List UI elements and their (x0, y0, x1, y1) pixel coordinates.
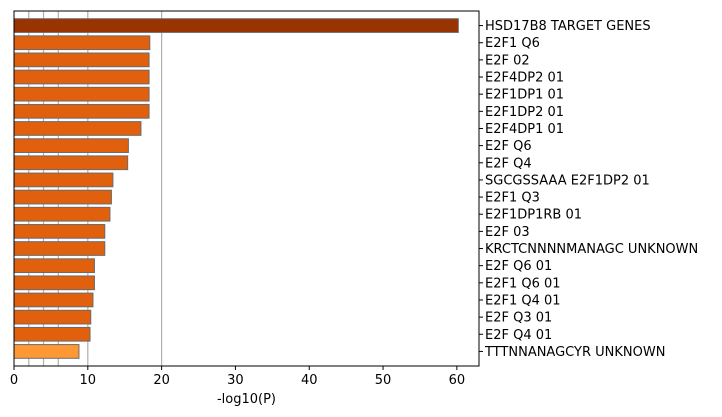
x-tick-label-5: 50 (375, 373, 392, 388)
category-label-6: E2F4DP1 01 (485, 122, 564, 137)
category-label-4: E2F1DP1 01 (485, 88, 564, 103)
bar-4 (13, 86, 150, 102)
x-axis-ticks: 0 10 20 30 40 50 60 (10, 366, 465, 388)
category-label-17: E2F Q3 01 (485, 311, 552, 326)
x-tick-label-1: 10 (80, 373, 97, 388)
category-labels: HSD17B8 TARGET GENES E2F1 Q6 E2F 02 E2F4DP2… (479, 19, 698, 360)
category-label-0: HSD17B8 TARGET GENES (485, 19, 651, 34)
bars (13, 18, 459, 359)
bar-18 (13, 326, 91, 342)
bar-19 (13, 344, 80, 359)
bar-11 (13, 206, 111, 222)
bar-9 (13, 172, 114, 188)
category-label-2: E2F 02 (485, 53, 530, 68)
category-label-5: E2F1DP2 01 (485, 105, 564, 120)
bar-0 (13, 18, 459, 33)
bar-5 (13, 103, 150, 119)
bar-17 (13, 309, 92, 325)
category-label-11: E2F1DP1RB 01 (485, 208, 582, 223)
bar-14 (13, 258, 95, 274)
category-label-19: TTTNNANAGCYR UNKNOWN (484, 345, 665, 360)
bar-10 (13, 189, 112, 205)
x-tick-label-4: 40 (301, 373, 318, 388)
plot-frame (13, 10, 480, 367)
bar-1 (13, 35, 151, 51)
category-label-16: E2F1 Q4 01 (485, 293, 561, 308)
category-label-3: E2F4DP2 01 (485, 71, 564, 86)
category-label-14: E2F Q6 01 (485, 259, 552, 274)
category-label-18: E2F Q4 01 (485, 328, 552, 343)
category-label-10: E2F1 Q3 (485, 191, 540, 206)
bar-12 (13, 224, 106, 239)
x-tick-label-3: 30 (227, 373, 244, 388)
bar-16 (13, 292, 94, 308)
category-label-9: SGCGSSAAA E2F1DP2 01 (485, 173, 650, 188)
bar-7 (13, 138, 129, 153)
category-label-15: E2F1 Q6 01 (485, 276, 561, 291)
x-axis-label: -log10(P) (217, 392, 276, 407)
x-tick-label-0: 0 (10, 373, 18, 388)
bar-13 (13, 241, 106, 256)
bar-2 (13, 52, 150, 68)
category-label-8: E2F Q4 (485, 156, 532, 171)
bar-6 (13, 121, 142, 136)
category-label-13: KRCTCNNNNMANAGC UNKNOWN (485, 242, 698, 257)
category-label-7: E2F Q6 (485, 139, 532, 154)
x-tick-label-6: 60 (449, 373, 466, 388)
bar-15 (13, 275, 95, 291)
category-label-1: E2F1 Q6 (485, 36, 540, 51)
bar-8 (13, 155, 129, 171)
x-tick-label-2: 20 (153, 373, 170, 388)
category-label-12: E2F 03 (485, 225, 530, 240)
bar-3 (13, 69, 150, 85)
